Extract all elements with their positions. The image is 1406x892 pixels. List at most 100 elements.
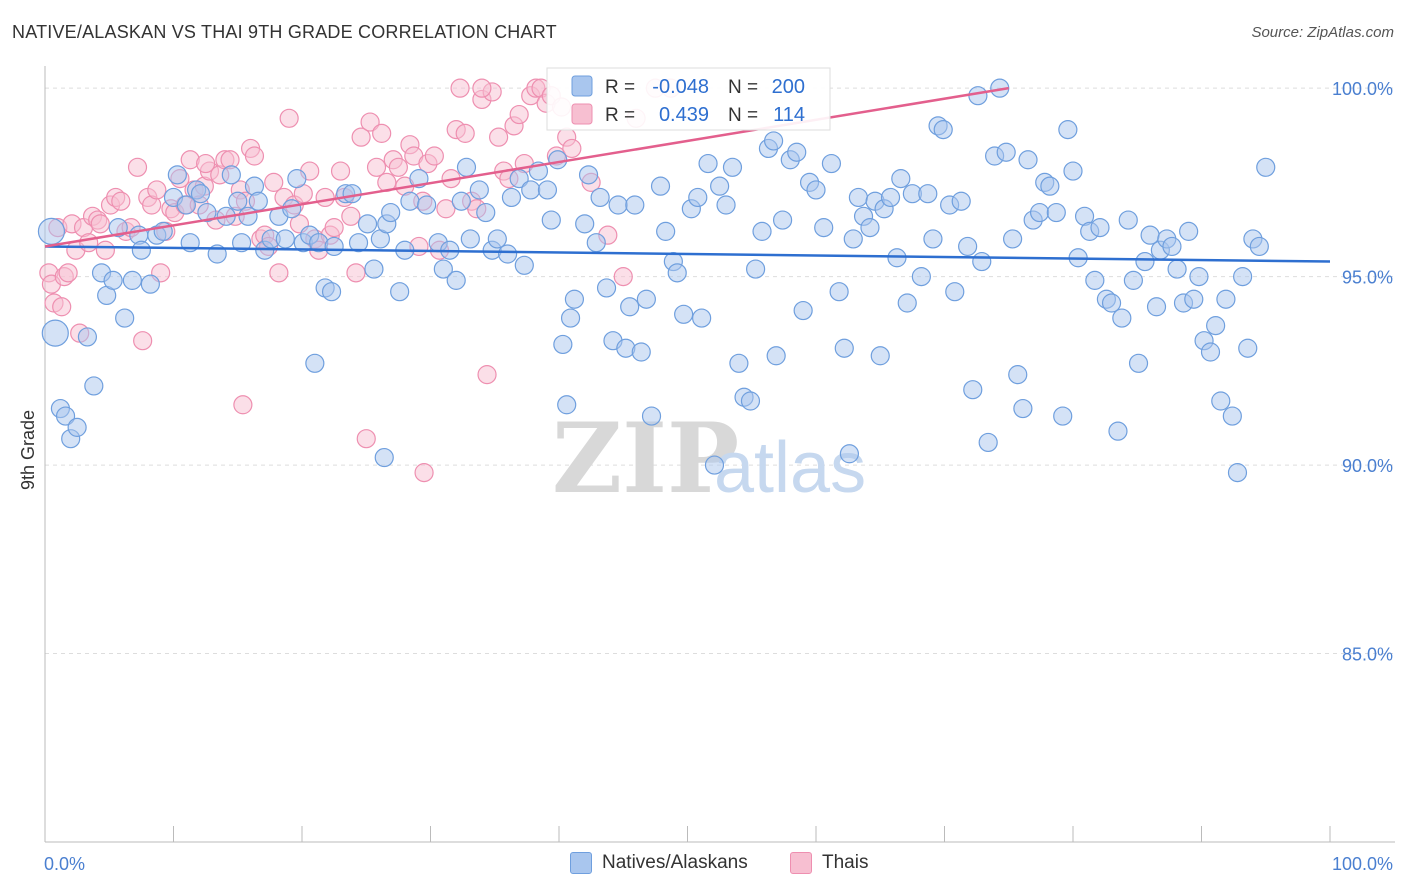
natives-point [1008,365,1028,385]
natives-point [305,353,325,373]
stats-swatch-thais [571,103,593,125]
natives-point [381,202,401,223]
grid-lines [45,87,1395,655]
natives-point [1101,293,1122,313]
natives-point [1162,236,1182,257]
natives-point [1058,120,1078,140]
natives-point [1249,236,1269,257]
natives-point [667,263,687,283]
natives-point [620,297,640,317]
thais-point [330,161,351,181]
natives-point [476,202,496,223]
natives-point [963,380,983,400]
natives-point [870,346,890,366]
thais-point [244,146,265,166]
natives-point [839,444,860,464]
natives-point [451,191,471,211]
natives-point [698,153,718,174]
natives-point [433,259,453,279]
natives-point [641,406,662,426]
natives-point [238,206,258,226]
natives-point [692,308,712,328]
natives-point [1063,161,1083,181]
natives-trend-line [44,245,1331,263]
chart-title: NATIVE/ALASKAN VS THAI 9TH GRADE CORRELA… [12,22,557,42]
thais-point [360,112,380,132]
natives-point [1108,421,1128,441]
natives-point [740,391,761,411]
natives-point [221,165,241,185]
y-tick-labels: 100.0% 95.0% 90.0% 85.0% [1332,79,1393,664]
natives-point [897,293,917,313]
natives-point [608,195,628,215]
stats-r-label-thais: R = [605,105,635,126]
trend-lines [44,86,1331,263]
natives-point [716,195,736,215]
thais-point [424,146,444,166]
thais-point [79,233,99,253]
thais-point [279,108,299,128]
natives-point [586,233,606,253]
thais-point [233,395,253,415]
natives-point [287,169,307,189]
thais-point [562,138,582,159]
stats-r-label-natives: R = [605,77,635,98]
natives-point [814,218,834,238]
natives-point [190,184,211,204]
natives-point [968,86,988,106]
stats-n-value-thais: 114 [773,104,805,126]
thais-point [147,180,167,200]
natives-point [557,395,577,415]
natives-point [498,244,518,264]
natives-point [55,406,76,426]
natives-point [793,300,813,321]
legend-item-thais[interactable]: Thais [790,852,868,874]
stats-box: R = -0.048 N = 200 R = 0.439 N = 114 [546,67,831,131]
natives-point [1140,225,1160,245]
thais-trend-line [44,86,1009,248]
thais-point [472,78,492,98]
natives-point [364,259,384,279]
natives-point [537,180,558,200]
natives-point [275,229,295,249]
natives-point [746,259,766,279]
stats-swatch-natives [571,75,593,97]
natives-point [84,376,104,396]
natives-point [1003,229,1023,249]
thais-point [366,157,387,177]
natives-point [1206,316,1226,336]
natives-point [228,191,248,211]
legend: Natives/Alaskans Thais [0,852,1406,878]
natives-point [1053,406,1073,426]
natives-point [564,289,585,309]
natives-point [772,210,793,230]
natives-point [417,195,437,215]
x-tick-label: 100.0% [1332,854,1393,874]
natives-point [41,319,69,347]
natives-point [390,282,410,302]
thais-point [613,267,633,287]
natives-point [342,184,362,204]
natives-point [1184,289,1204,309]
natives-point [990,78,1010,98]
natives-point [978,432,998,453]
natives-point [1189,267,1209,287]
y-axis-label: 9th Grade [18,410,38,490]
natives-point [514,255,534,275]
natives-point [1200,342,1221,362]
stats-n-value-natives: 200 [772,76,805,98]
thais-point [58,263,78,283]
natives-point [821,153,842,174]
natives-point [834,338,854,358]
natives-point [806,180,826,200]
natives-point [1118,210,1138,230]
legend-item-natives[interactable]: Natives/Alaskans [570,852,748,874]
natives-point [232,233,252,253]
natives-point [357,214,378,234]
natives-point [1135,251,1155,272]
natives-point [282,199,302,219]
natives-point [923,229,943,249]
natives-point [77,327,98,347]
natives-point [446,270,466,290]
